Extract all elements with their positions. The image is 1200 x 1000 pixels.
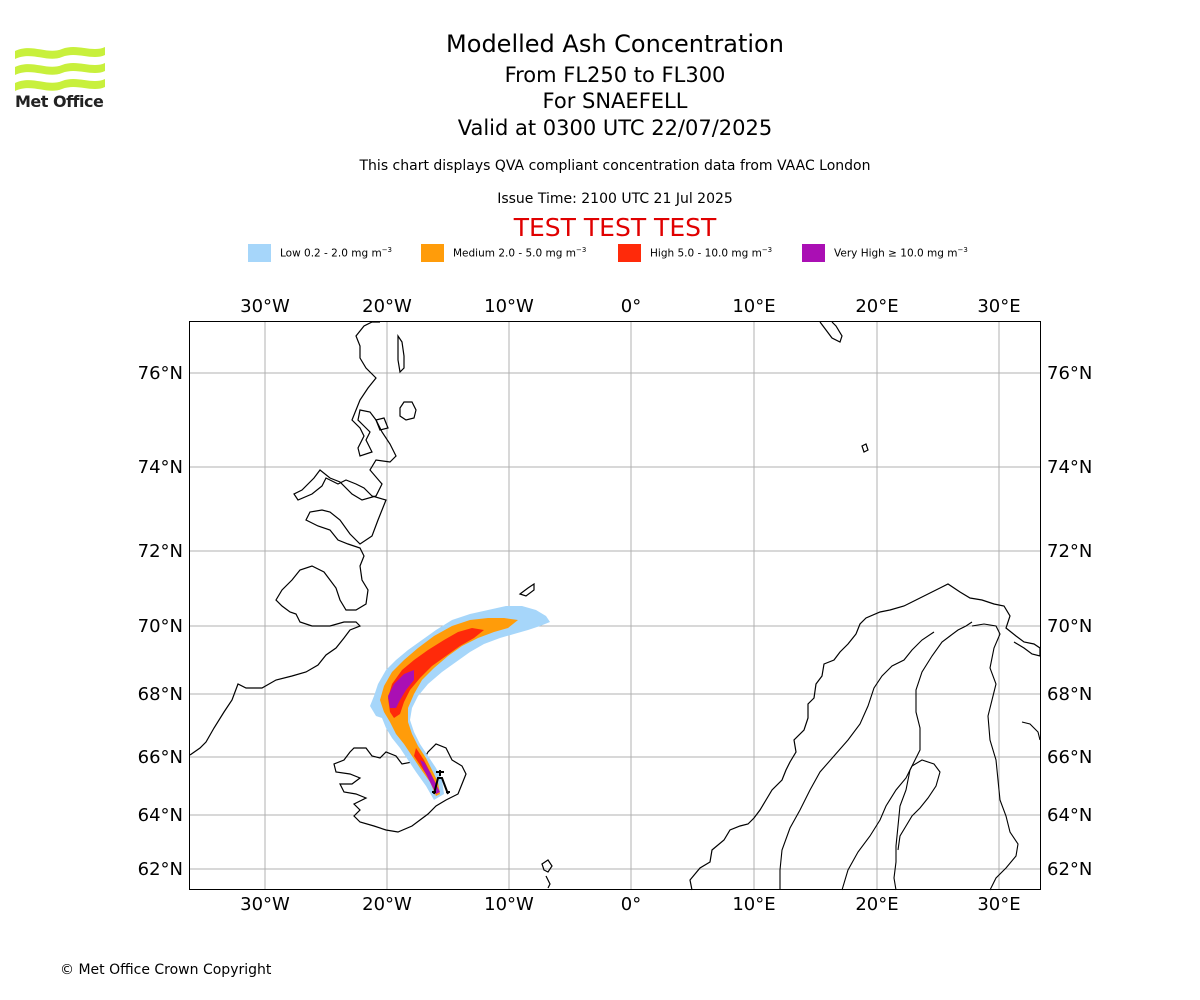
map-tick-labels: 30°W 30°W 20°W 20°W 10°W 10°W 0° 0° 10°E 10°E 20°E… <box>138 296 1093 915</box>
lat-tick-right: 74°N <box>1047 457 1092 478</box>
volcano-name: For SNAEFELL <box>542 89 688 113</box>
greenland-island-a <box>397 334 405 374</box>
lat-tick-right: 76°N <box>1047 363 1092 384</box>
legend-label-medium: Medium 2.0 - 5.0 mg m−3 <box>453 246 587 260</box>
logo-text: Met Office <box>15 92 104 111</box>
qva-note: This chart displays QVA compliant concen… <box>359 158 871 174</box>
lon-tick-bottom: 30°E <box>977 894 1020 915</box>
legend-swatch-very-high <box>802 244 825 262</box>
flight-level-range: From FL250 to FL300 <box>504 63 726 87</box>
greenland-island-b <box>399 401 417 421</box>
graticule <box>190 322 1040 889</box>
valid-time: Valid at 0300 UTC 22/07/2025 <box>457 116 773 140</box>
lat-tick-right: 64°N <box>1047 805 1092 826</box>
iceland-coastline <box>333 743 467 833</box>
legend-label-high: High 5.0 - 10.0 mg m−3 <box>650 246 773 260</box>
lon-tick-bottom: 20°W <box>362 894 412 915</box>
lon-tick-bottom: 20°E <box>855 894 898 915</box>
legend: Low 0.2 - 2.0 mg m−3 Medium 2.0 - 5.0 mg… <box>248 244 1008 264</box>
test-banner: TEST TEST TEST <box>513 213 717 242</box>
lat-tick-left: 70°N <box>138 616 183 637</box>
legend-label-very-high: Very High ≥ 10.0 mg m−3 <box>834 246 968 260</box>
lat-tick-left: 74°N <box>138 457 183 478</box>
white-sea-coast <box>1021 721 1041 741</box>
lat-tick-left: 66°N <box>138 747 183 768</box>
chart-title: Modelled Ash Concentration <box>446 30 784 58</box>
legend-swatch-medium <box>421 244 444 262</box>
sweden-finland-border <box>893 621 973 891</box>
issue-time: Issue Time: 2100 UTC 21 Jul 2025 <box>497 191 733 207</box>
lat-tick-right: 72°N <box>1047 541 1092 562</box>
lat-tick-left: 68°N <box>138 684 183 705</box>
lon-tick-top: 10°W <box>484 296 534 317</box>
lon-tick-top: 20°W <box>362 296 412 317</box>
ash-plume-very-high <box>388 670 440 794</box>
lon-tick-bottom: 10°E <box>732 894 775 915</box>
bear-island <box>861 443 869 453</box>
jan-mayen <box>518 582 535 597</box>
lat-tick-right: 70°N <box>1047 616 1092 637</box>
lat-tick-right: 66°N <box>1047 747 1092 768</box>
lat-tick-left: 76°N <box>138 363 183 384</box>
norway-sweden-border <box>779 631 935 890</box>
ash-plume-high <box>388 628 484 794</box>
lon-tick-bottom: 30°W <box>240 894 290 915</box>
norway-coastline <box>689 583 1041 891</box>
lon-tick-top: 10°E <box>732 296 775 317</box>
lon-tick-top: 0° <box>621 296 641 317</box>
faroe-islands <box>541 859 553 889</box>
legend-swatch-high <box>618 244 641 262</box>
lat-tick-left: 64°N <box>138 805 183 826</box>
lon-tick-bottom: 0° <box>621 894 641 915</box>
lat-tick-left: 72°N <box>138 541 183 562</box>
lon-tick-top: 30°W <box>240 296 290 317</box>
lat-tick-right: 68°N <box>1047 684 1092 705</box>
lon-tick-top: 30°E <box>977 296 1020 317</box>
gulf-of-bothnia-coast <box>841 759 941 891</box>
legend-label-low: Low 0.2 - 2.0 mg m−3 <box>280 246 393 260</box>
svalbard-coastline <box>819 321 843 343</box>
greenland-coastline <box>189 321 397 756</box>
lat-tick-right: 62°N <box>1047 859 1092 880</box>
map-frame <box>189 321 1041 890</box>
legend-swatch-low <box>248 244 271 262</box>
lon-tick-top: 20°E <box>855 296 898 317</box>
lat-tick-left: 62°N <box>138 859 183 880</box>
copyright: © Met Office Crown Copyright <box>60 962 272 978</box>
lon-tick-bottom: 10°W <box>484 894 534 915</box>
greenland-island-c <box>375 417 389 431</box>
volcano-marker <box>432 770 450 795</box>
finland-russia-border <box>971 623 1019 891</box>
met-office-logo <box>15 47 105 91</box>
